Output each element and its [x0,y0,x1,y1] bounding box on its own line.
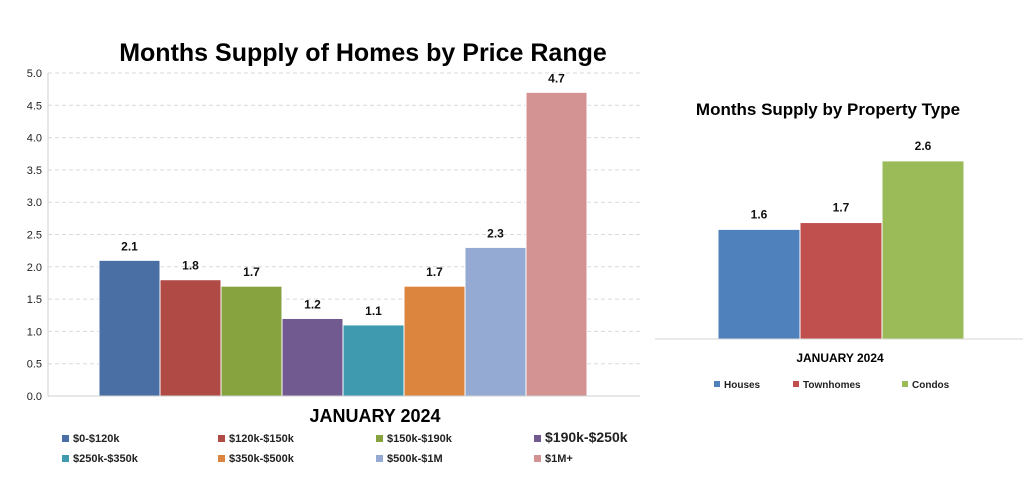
y-tick-label: 3.5 [27,165,42,177]
legend-label: Condos [912,380,950,391]
bar [281,317,344,397]
legend-item: Condos [902,380,950,391]
y-tick-label: 2.0 [27,262,42,274]
legend-item: $500k-$1M [376,453,443,465]
price-range-chart: Months Supply of Homes by Price Range 0.… [27,39,640,465]
legend-label: $500k-$1M [387,453,443,465]
legend-swatch [376,455,383,462]
legend-label: $150k-$190k [387,433,453,445]
legend: Houses Townhomes Condos [714,380,950,391]
data-label: 1.8 [182,259,199,273]
legend-item: Townhomes [793,380,861,391]
legend-label: $0-$120k [73,433,120,445]
x-axis-title: JANUARY 2024 [309,406,440,426]
data-label: 1.7 [426,265,443,279]
y-tick-label: 5.0 [27,68,42,80]
y-tick-label: 1.0 [27,326,42,338]
legend-swatch [534,455,541,462]
legend-label: $350k-$500k [229,453,295,465]
bars [717,160,965,340]
legend-item: $120k-$150k [218,433,295,445]
data-label: 2.1 [121,239,138,253]
legend-item: $350k-$500k [218,453,295,465]
x-axis-title: JANUARY 2024 [796,351,884,365]
bar [220,285,283,397]
legend-item: Houses [714,380,761,391]
legend-swatch [218,455,225,462]
property-type-chart: Months Supply by Property Type 1.6 1.7 2.6… [655,100,1023,391]
legend-swatch [793,381,799,387]
legend-swatch [714,381,720,387]
legend-item: $1M+ [534,453,573,465]
legend-label: $1M+ [545,453,573,465]
y-tick-label: 1.5 [27,294,42,306]
y-axis-ticks: 0.0 0.5 1.0 1.5 2.0 2.5 3.0 3.5 4.0 4.5 5.0 [27,68,42,403]
price-range-chart-title: Months Supply of Homes by Price Range [119,39,607,67]
data-labels: 1.6 1.7 2.6 [751,139,932,222]
legend-swatch [902,381,908,387]
bar [98,259,161,397]
y-tick-label: 3.0 [27,197,42,209]
y-tick-label: 4.5 [27,100,42,112]
bar [403,285,466,397]
bar [717,228,801,340]
legend-label: $190k-$250k [545,429,628,445]
bar [342,324,405,397]
bar [525,91,588,397]
y-tick-label: 0.5 [27,359,42,371]
legend-item: $250k-$350k [62,453,139,465]
legend-swatch [376,435,383,442]
legend-swatch [62,435,69,442]
data-labels: 2.1 1.8 1.7 1.2 1.1 1.7 2.3 4.7 [121,71,565,318]
legend-swatch [62,455,69,462]
bar [881,160,965,340]
data-label: 2.6 [915,139,932,153]
legend-label: $250k-$350k [73,453,139,465]
data-label: 4.7 [548,71,565,85]
legend-label: $120k-$150k [229,433,295,445]
data-label: 1.7 [833,201,850,215]
legend-item: $150k-$190k [376,433,453,445]
legend-swatch [534,435,541,442]
data-label: 1.1 [365,304,382,318]
y-tick-label: 2.5 [27,230,42,242]
legend-swatch [218,435,225,442]
y-tick-label: 0.0 [27,391,42,403]
bar [464,246,527,397]
legend-label: Houses [724,380,761,391]
property-type-chart-title: Months Supply by Property Type [696,100,960,119]
bar [159,279,222,397]
data-label: 1.6 [751,207,768,221]
legend-item: $0-$120k [62,433,120,445]
bar [799,222,883,340]
y-tick-label: 4.0 [27,133,42,145]
data-label: 2.3 [487,226,504,240]
legend-item: $190k-$250k [534,429,628,445]
legend-label: Townhomes [803,380,861,391]
data-label: 1.2 [304,297,321,311]
data-label: 1.7 [243,265,260,279]
legend: $0-$120k $120k-$150k $150k-$190k $190k-$250… [62,429,628,465]
